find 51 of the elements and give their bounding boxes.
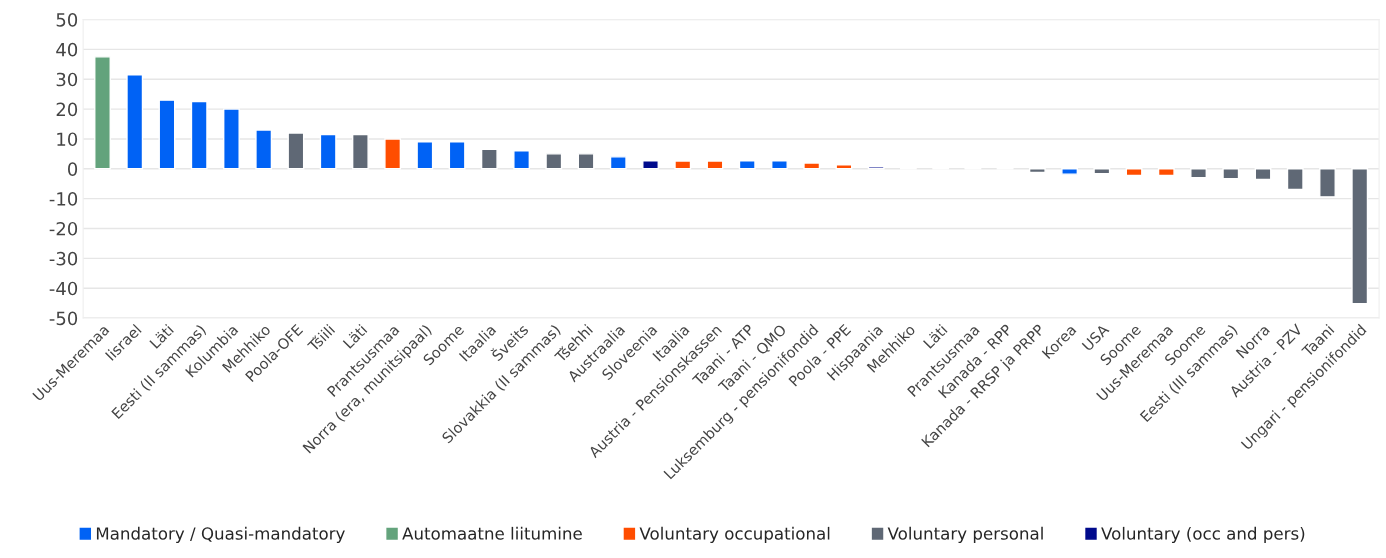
y-tick-label: -50 — [49, 311, 78, 326]
bar — [577, 153, 595, 170]
y-tick-label: 40 — [56, 42, 78, 57]
bar — [190, 100, 208, 170]
bar — [480, 148, 498, 170]
bar — [803, 162, 821, 170]
bar — [609, 156, 627, 170]
bar — [1125, 168, 1143, 177]
bar — [1028, 168, 1046, 174]
bar — [771, 160, 788, 170]
bar — [1254, 168, 1272, 181]
bar — [416, 141, 434, 170]
legend-label: Voluntary occupational — [639, 526, 830, 543]
y-tick-label: 30 — [56, 72, 78, 87]
bar — [642, 160, 659, 170]
bar — [835, 164, 853, 170]
bar — [738, 160, 756, 170]
bar — [1286, 168, 1304, 191]
y-tick-label: -40 — [49, 281, 78, 296]
bar — [545, 153, 563, 170]
bar — [1157, 168, 1175, 177]
bar — [674, 160, 692, 170]
bar — [223, 108, 240, 170]
bar — [1093, 168, 1111, 175]
bar — [319, 133, 337, 170]
bar — [448, 141, 466, 170]
bar — [255, 129, 273, 170]
bar — [706, 160, 724, 170]
y-tick-label: 10 — [57, 132, 78, 147]
y-tick-label: 50 — [56, 12, 78, 27]
bar — [1319, 168, 1336, 198]
y-tick-label: 20 — [56, 102, 78, 117]
bar — [1190, 168, 1207, 179]
legend-label: Voluntary personal — [887, 526, 1043, 543]
bar — [1061, 168, 1079, 175]
bar — [126, 74, 144, 170]
y-tick-label: -10 — [49, 192, 78, 206]
y-tick-label: 0 — [68, 162, 78, 176]
bar — [94, 56, 111, 170]
bar — [1222, 168, 1240, 180]
bar — [158, 99, 176, 170]
bar — [513, 150, 531, 170]
bar — [351, 133, 369, 170]
legend-label: Mandatory / Quasi-mandatory — [96, 526, 345, 543]
legend-label: Voluntary (occ and pers) — [1101, 526, 1305, 543]
bar — [384, 138, 402, 170]
bar — [1351, 168, 1369, 305]
bar — [287, 132, 305, 170]
legend-label: Automaatne liitumine — [402, 526, 582, 540]
y-tick-label: -20 — [49, 221, 78, 236]
y-tick-label: -30 — [49, 251, 78, 266]
